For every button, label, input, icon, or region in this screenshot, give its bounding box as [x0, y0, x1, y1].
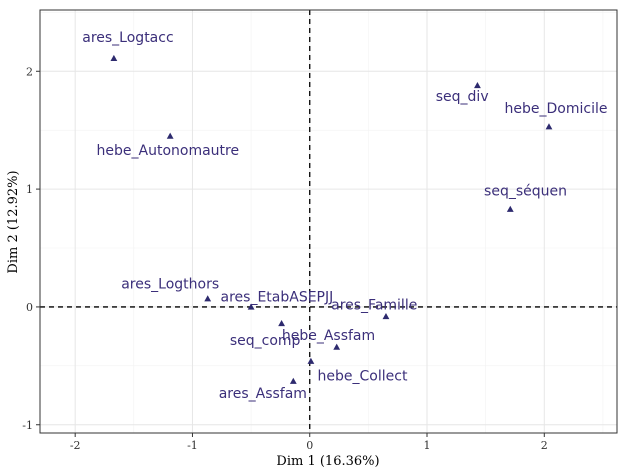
data-point-marker	[382, 312, 390, 320]
data-point-label: hebe_Domicile	[505, 101, 608, 117]
x-tick-label: 1	[424, 439, 431, 452]
x-tick-label: 0	[306, 439, 313, 452]
plot-panel-border	[39, 9, 618, 434]
data-point-marker	[307, 357, 315, 364]
data-point-label: ares_Logthors	[121, 276, 219, 292]
axis-ticks: -2 -1 0 1 2 -1 0 1 2	[22, 65, 548, 452]
data-point-label: ares_Assfam	[219, 386, 307, 402]
x-axis-title: Dim 1 (16.36%)	[276, 454, 379, 469]
data-point-label: hebe_Autonomautre	[97, 143, 240, 159]
data-point-marker	[166, 132, 174, 139]
data-point-label: seq_comp	[230, 333, 301, 349]
data-point-marker	[333, 343, 341, 350]
x-tick-label: 2	[541, 439, 548, 452]
data-point-marker	[545, 123, 553, 130]
data-point-marker	[278, 320, 285, 327]
data-point-marker	[247, 303, 255, 310]
y-tick-label: 2	[26, 65, 33, 78]
y-tick-label: 1	[26, 183, 33, 196]
data-point-marker	[289, 377, 297, 384]
data-point-label: seq_séquen	[484, 183, 567, 199]
x-tick-label: -2	[70, 439, 81, 452]
data-point-label: seq_div	[436, 89, 489, 105]
data-point-label: ares_Famille	[331, 298, 417, 314]
data-point-marker	[506, 205, 514, 212]
data-point-label: hebe_Collect	[318, 368, 408, 384]
data-point-marker	[474, 82, 481, 89]
data-point-label: hebe_Assfam	[282, 328, 375, 344]
grid-lines	[40, 10, 617, 433]
x-tick-label: -1	[187, 439, 198, 452]
y-tick-label: 0	[26, 301, 33, 314]
y-axis-title: Dim 2 (12.92%)	[6, 170, 21, 273]
data-point-label: ares_Logtacc	[82, 30, 173, 46]
y-tick-label: -1	[22, 419, 33, 432]
data-points: ares_Logtacc hebe_Autonomautre seq_divhebe…	[82, 30, 607, 402]
data-point-label: ares_EtabASEPJJ	[221, 289, 334, 305]
data-point-marker	[204, 295, 212, 302]
data-point-marker	[110, 54, 118, 62]
